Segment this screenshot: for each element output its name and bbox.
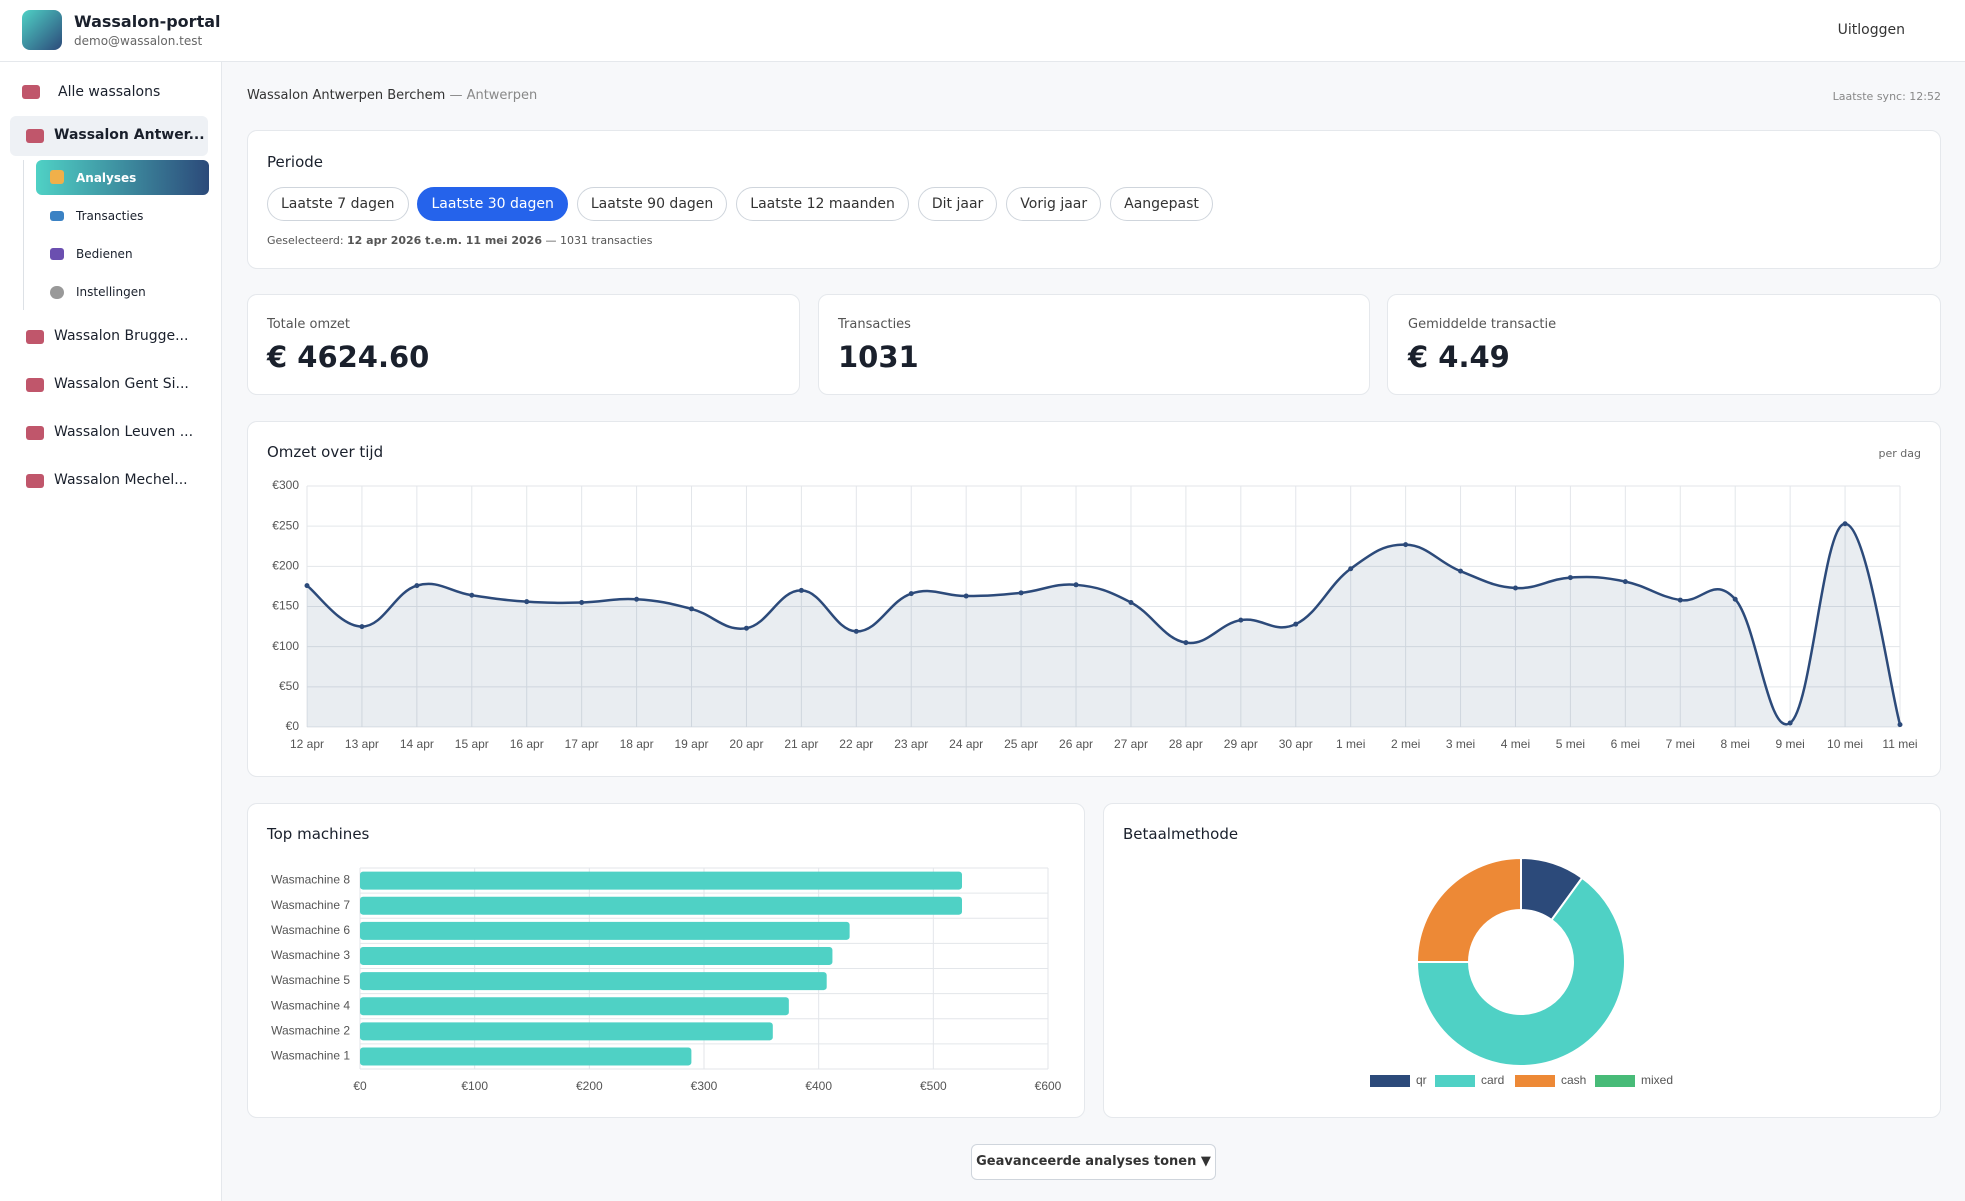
payment-card [1103, 803, 1941, 1118]
period-selected: Geselecteerd: 12 apr 2026 t.e.m. 11 mei … [267, 235, 652, 246]
chart-title: Betaalmethode [1123, 825, 1239, 843]
icon [26, 378, 44, 392]
period-option[interactable]: Laatste 12 maanden [736, 187, 909, 221]
kpi-value: 1031 [838, 340, 919, 374]
machines-card [247, 803, 1085, 1118]
nav-sub-item[interactable]: Transacties [76, 209, 144, 223]
nav-item[interactable]: Wassalon Gent Si... [54, 376, 189, 392]
period-option[interactable]: Aangepast [1110, 187, 1213, 221]
icon [50, 248, 64, 260]
period-option[interactable]: Dit jaar [917, 187, 998, 221]
nav-item[interactable]: Wassalon Brugge... [54, 328, 189, 344]
nav-item[interactable]: Wassalon Leuven ... [54, 424, 194, 440]
advanced-button[interactable]: Geavanceerde analyses tonen ▼ [971, 1144, 1216, 1180]
app-title: Wassalon-portal [74, 12, 221, 31]
kpi-card [247, 294, 800, 395]
kpi-label: Gemiddelde transactie [1408, 317, 1557, 332]
logout[interactable]: Uitloggen [1837, 22, 1905, 38]
chart-note: per dag [1878, 447, 1921, 460]
nav-item[interactable]: Wassalon Antwer... [54, 127, 205, 143]
logo [22, 10, 62, 50]
period-option[interactable]: Laatste 7 dagen [267, 187, 409, 221]
nav-sub-item[interactable]: Instellingen [76, 285, 146, 299]
kpi-card [1387, 294, 1941, 395]
icon [50, 286, 64, 299]
nav-sub-active [36, 160, 209, 195]
revenue-card [247, 421, 1941, 777]
period-option[interactable]: Laatste 90 dagen [576, 187, 728, 221]
kpi-label: Totale omzet [267, 317, 351, 332]
kpi-label: Transacties [838, 317, 911, 332]
nav-sub-item[interactable]: Bedienen [76, 247, 133, 261]
icon [26, 474, 44, 488]
icon [26, 129, 44, 143]
chart-title: Top machines [267, 825, 370, 843]
selected-label: Geselecteerd: [267, 234, 344, 247]
sync: Laatste sync: 12:52 [1832, 90, 1941, 103]
site-name: Wassalon Antwerpen Berchem [247, 88, 446, 103]
icon [26, 330, 44, 344]
period-option[interactable]: Vorig jaar [1006, 187, 1102, 221]
sidebar [0, 62, 222, 1201]
icon [26, 426, 44, 440]
nav-item[interactable]: Alle wassalons [58, 84, 161, 100]
selected-range: 12 apr 2026 t.e.m. 11 mei 2026 [347, 234, 542, 247]
kpi-value: € 4.49 [1408, 340, 1510, 374]
selected-count: — 1031 transacties [545, 234, 653, 247]
nav-tree-line [23, 160, 24, 310]
nav-item[interactable]: Wassalon Mechel... [54, 472, 188, 488]
icon [50, 211, 64, 221]
icon [50, 170, 64, 184]
header [0, 0, 1965, 62]
chart-title: Omzet over tijd [267, 443, 384, 461]
kpi-card [818, 294, 1370, 395]
site-city: — Antwerpen [449, 88, 538, 103]
period-title: Periode [267, 153, 324, 171]
nav-sub-item[interactable]: Analyses [76, 171, 137, 185]
period-option[interactable]: Laatste 30 dagen [417, 187, 568, 221]
kpi-value: € 4624.60 [267, 340, 430, 374]
icon [22, 85, 40, 99]
user-email: demo@wassalon.test [74, 34, 203, 48]
breadcrumb: Wassalon Antwerpen Berchem — Antwerpen [247, 89, 537, 102]
